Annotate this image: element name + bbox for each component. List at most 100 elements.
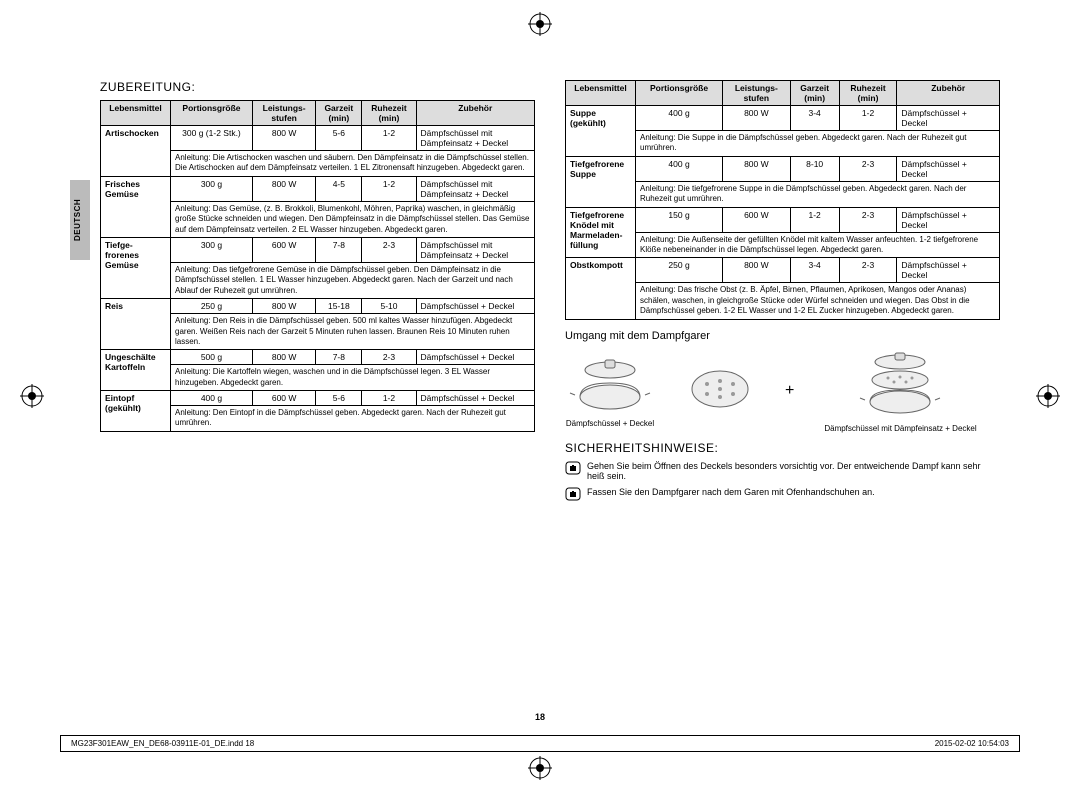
rest-time: 2-3	[839, 258, 897, 283]
footer: MG23F301EAW_EN_DE68-03911E-01_DE.indd 18…	[60, 735, 1020, 752]
power: 600 W	[252, 237, 315, 262]
cooking-table-right: LebensmittelPortionsgrößeLeistungs-stufe…	[565, 80, 1000, 320]
steamer-caption-2: Dämpfschüssel mit Dämpfeinsatz + Deckel	[824, 424, 976, 433]
instructions: Anleitung: Das Gemüse, (z. B. Brokkoli, …	[171, 201, 535, 237]
cook-time: 8-10	[790, 156, 839, 181]
cook-time: 1-2	[790, 207, 839, 232]
table-row: Tiefgefrorene Knödel mit Marmeladen-füll…	[566, 207, 1000, 232]
safety-item-1: Gehen Sie beim Öffnen des Deckels besond…	[565, 461, 1000, 481]
instructions: Anleitung: Die Kartoffeln wiegen, wasche…	[171, 365, 535, 391]
table-row: Eintopf (gekühlt)400 g600 W5-61-2Dämpfsc…	[101, 391, 535, 406]
preparation-heading: ZUBEREITUNG:	[100, 80, 535, 94]
steamer-fig-1: Dämpfschüssel + Deckel	[565, 355, 655, 428]
table-header: Lebensmittel	[566, 81, 636, 106]
steamer-heading: Umgang mit dem Dampfgarer	[565, 330, 1000, 342]
table-header: Zubehör	[416, 101, 534, 126]
rest-time: 2-3	[839, 207, 897, 232]
rest-time: 1-2	[839, 106, 897, 131]
cook-time: 5-6	[316, 391, 362, 406]
food-name: Ungeschälte Kartoffeln	[101, 350, 171, 391]
power: 800 W	[723, 258, 790, 283]
portion: 400 g	[636, 156, 723, 181]
cook-time: 3-4	[790, 258, 839, 283]
safety-item-2: Fassen Sie den Dampfgarer nach dem Garen…	[565, 487, 1000, 503]
instructions: Anleitung: Die Artischocken waschen und …	[171, 151, 535, 177]
steamer-diagrams: Dämpfschüssel + Deckel + Dämpfschüssel m…	[565, 350, 1000, 433]
rest-time: 1-2	[362, 391, 416, 406]
rest-time: 1-2	[362, 176, 416, 201]
left-column: ZUBEREITUNG: LebensmittelPortionsgrößeLe…	[100, 80, 535, 509]
crop-mark-top	[528, 12, 552, 36]
power: 800 W	[252, 176, 315, 201]
page-number: 18	[0, 712, 1080, 722]
crop-mark-bottom	[528, 756, 552, 780]
safety-heading: SICHERHEITSHINWEISE:	[565, 441, 1000, 455]
table-row: Obstkompott250 g800 W3-42-3Dämpfschüssel…	[566, 258, 1000, 283]
steamer-fig-3: Dämpfschüssel mit Dämpfeinsatz + Deckel	[824, 350, 976, 433]
instructions: Anleitung: Den Eintopf in die Dämpfschüs…	[171, 406, 535, 432]
power: 800 W	[252, 299, 315, 314]
accessory: Dämpfschüssel + Deckel	[897, 106, 1000, 131]
portion: 250 g	[171, 299, 253, 314]
steamer-caption-1: Dämpfschüssel + Deckel	[566, 419, 654, 428]
instructions: Anleitung: Die Außenseite der gefüllten …	[636, 232, 1000, 258]
accessory: Dämpfschüssel + Deckel	[416, 350, 534, 365]
table-header: Lebensmittel	[101, 101, 171, 126]
cook-time: 7-8	[316, 350, 362, 365]
power: 800 W	[252, 350, 315, 365]
power: 600 W	[723, 207, 790, 232]
accessory: Dämpfschüssel + Deckel	[416, 299, 534, 314]
cook-time: 15-18	[316, 299, 362, 314]
table-header: Garzeit(min)	[790, 81, 839, 106]
portion: 150 g	[636, 207, 723, 232]
power: 800 W	[252, 126, 315, 151]
plus-icon: +	[785, 382, 794, 400]
instructions: Anleitung: Die tiefgefrorene Suppe in di…	[636, 181, 1000, 207]
table-row: Ungeschälte Kartoffeln500 g800 W7-82-3Dä…	[101, 350, 535, 365]
accessory: Dämpfschüssel + Deckel	[897, 258, 1000, 283]
food-name: Frisches Gemüse	[101, 176, 171, 237]
accessory: Dämpfschüssel + Deckel	[897, 207, 1000, 232]
power: 800 W	[723, 106, 790, 131]
rest-time: 2-3	[362, 237, 416, 262]
accessory: Dämpfschüssel + Deckel	[416, 391, 534, 406]
crop-mark-right	[1036, 384, 1060, 408]
table-header: Garzeit(min)	[316, 101, 362, 126]
portion: 250 g	[636, 258, 723, 283]
steamer-fig-2	[685, 359, 755, 423]
cook-time: 4-5	[316, 176, 362, 201]
accessory: Dämpfschüssel mit Dämpfeinsatz + Deckel	[416, 237, 534, 262]
accessory: Dämpfschüssel + Deckel	[897, 156, 1000, 181]
accessory: Dämpfschüssel mit Dämpfeinsatz + Deckel	[416, 176, 534, 201]
instructions: Anleitung: Den Reis in die Dämpfschüssel…	[171, 314, 535, 350]
table-header: Leistungs-stufen	[252, 101, 315, 126]
hand-icon	[565, 461, 581, 477]
food-name: Reis	[101, 299, 171, 350]
portion: 500 g	[171, 350, 253, 365]
table-header: Portionsgröße	[171, 101, 253, 126]
crop-mark-left	[20, 384, 44, 408]
rest-time: 2-3	[839, 156, 897, 181]
cook-time: 3-4	[790, 106, 839, 131]
portion: 300 g	[171, 176, 253, 201]
table-header: Zubehör	[897, 81, 1000, 106]
safety-text-1: Gehen Sie beim Öffnen des Deckels besond…	[587, 461, 1000, 481]
food-name: Artischocken	[101, 126, 171, 177]
table-row: Suppe (gekühlt)400 g800 W3-41-2Dämpfschü…	[566, 106, 1000, 131]
right-column: LebensmittelPortionsgrößeLeistungs-stufe…	[565, 80, 1000, 509]
instructions: Anleitung: Das frische Obst (z. B. Äpfel…	[636, 283, 1000, 319]
instructions: Anleitung: Das tiefgefrorene Gemüse in d…	[171, 262, 535, 298]
table-row: Reis250 g800 W15-185-10Dämpfschüssel + D…	[101, 299, 535, 314]
table-header: Ruhezeit(min)	[362, 101, 416, 126]
food-name: Obstkompott	[566, 258, 636, 319]
cook-time: 7-8	[316, 237, 362, 262]
power: 600 W	[252, 391, 315, 406]
portion: 400 g	[636, 106, 723, 131]
table-row: Tiefgefrorene Suppe400 g800 W8-102-3Dämp…	[566, 156, 1000, 181]
language-tab: DEUTSCH	[70, 180, 90, 260]
rest-time: 1-2	[362, 126, 416, 151]
safety-text-2: Fassen Sie den Dampfgarer nach dem Garen…	[587, 487, 875, 497]
power: 800 W	[723, 156, 790, 181]
rest-time: 5-10	[362, 299, 416, 314]
cook-time: 5-6	[316, 126, 362, 151]
